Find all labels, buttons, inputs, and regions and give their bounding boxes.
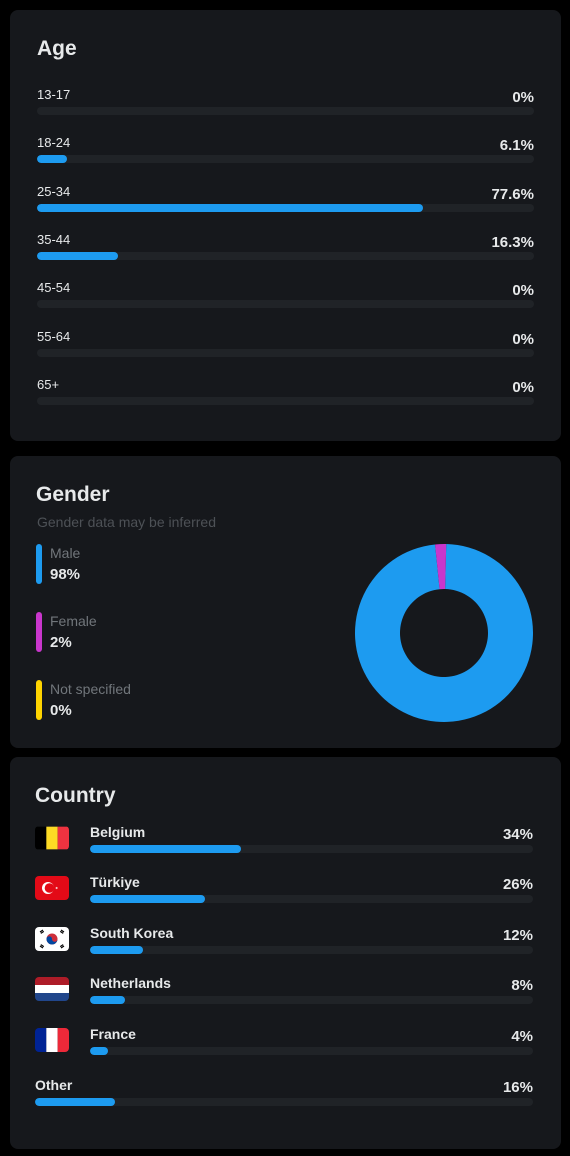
country-label: Türkiye bbox=[90, 874, 140, 890]
age-bar-fill bbox=[37, 204, 423, 212]
age-bar-track bbox=[37, 155, 534, 163]
legend-label: Female bbox=[50, 613, 97, 629]
country-bar-track bbox=[90, 895, 533, 903]
country-value: 8% bbox=[511, 977, 533, 994]
age-bar-track bbox=[37, 349, 534, 357]
legend-value: 2% bbox=[50, 634, 72, 651]
age-bar-track bbox=[37, 397, 534, 405]
age-label: 18-24 bbox=[37, 135, 71, 150]
legend-value: 98% bbox=[50, 566, 81, 583]
gender-card: Gender Gender data may be inferred Male … bbox=[10, 456, 561, 748]
country-label: South Korea bbox=[90, 925, 174, 941]
country-value: 26% bbox=[502, 876, 533, 893]
country-value: 4% bbox=[511, 1028, 533, 1045]
country-value: 16% bbox=[502, 1079, 533, 1096]
country-row-france: France 4% bbox=[35, 1026, 533, 1066]
age-value: 0% bbox=[512, 379, 534, 396]
donut-slice-female bbox=[435, 544, 447, 590]
legend-value: 0% bbox=[50, 702, 72, 719]
country-bar-fill bbox=[35, 1098, 115, 1106]
gender-subtitle: Gender data may be inferred bbox=[37, 514, 216, 530]
age-label: 65+ bbox=[37, 377, 60, 392]
gender-legend-male: Male 98% bbox=[36, 544, 236, 584]
country-bar-fill bbox=[90, 1047, 108, 1055]
gender-legend-not-specified: Not specified 0% bbox=[36, 680, 236, 720]
age-row-55-64: 55-64 0% bbox=[37, 329, 534, 359]
country-label: France bbox=[90, 1026, 136, 1042]
age-row-35-44: 35-44 16.3% bbox=[37, 232, 534, 262]
legend-swatch bbox=[36, 680, 42, 720]
country-value: 34% bbox=[502, 826, 533, 843]
age-bar-fill bbox=[37, 252, 118, 260]
age-value: 0% bbox=[512, 282, 534, 299]
country-bar-track bbox=[90, 996, 533, 1004]
country-row-belgium: Belgium 34% bbox=[35, 824, 533, 864]
country-label: Netherlands bbox=[90, 975, 171, 991]
country-row-other: Other 16% bbox=[35, 1077, 533, 1117]
age-row-65-plus: 65+ 0% bbox=[37, 377, 534, 407]
age-card: Age 13-17 0% 18-24 6.1% 25-34 77.6% 35-4… bbox=[10, 10, 561, 441]
age-bar-track bbox=[37, 252, 534, 260]
country-row-turkiye: Türkiye 26% bbox=[35, 874, 533, 914]
age-label: 45-54 bbox=[37, 280, 71, 295]
age-row-45-54: 45-54 0% bbox=[37, 280, 534, 310]
age-bar-track bbox=[37, 107, 534, 115]
gender-donut-chart bbox=[355, 544, 533, 722]
gender-legend-female: Female 2% bbox=[36, 612, 236, 652]
age-row-18-24: 18-24 6.1% bbox=[37, 135, 534, 165]
age-bar-track bbox=[37, 300, 534, 308]
legend-swatch bbox=[36, 612, 42, 652]
age-value: 6.1% bbox=[499, 137, 534, 154]
country-title: Country bbox=[35, 784, 116, 807]
age-bar-track bbox=[37, 204, 534, 212]
country-bar-track bbox=[90, 845, 533, 853]
country-bar-track bbox=[90, 1047, 533, 1055]
age-value: 77.6% bbox=[491, 186, 534, 203]
age-value: 0% bbox=[512, 331, 534, 348]
country-row-south-korea: South Korea 12% bbox=[35, 925, 533, 965]
age-bar-fill bbox=[37, 155, 68, 163]
country-label: Other bbox=[35, 1077, 73, 1093]
country-card: Country Belgium 34% Türkiye 26% South Ko… bbox=[10, 757, 561, 1149]
country-bar-track bbox=[35, 1098, 533, 1106]
country-bar-fill bbox=[90, 946, 144, 954]
country-bar-fill bbox=[90, 845, 241, 853]
donut-slice-male bbox=[355, 544, 533, 722]
age-title: Age bbox=[37, 37, 77, 60]
country-bar-fill bbox=[90, 895, 206, 903]
age-value: 16.3% bbox=[491, 234, 534, 251]
age-row-25-34: 25-34 77.6% bbox=[37, 184, 534, 214]
country-value: 12% bbox=[502, 927, 533, 944]
age-row-13-17: 13-17 0% bbox=[37, 87, 534, 117]
age-label: 35-44 bbox=[37, 232, 71, 247]
turkey-flag-icon bbox=[35, 876, 69, 900]
legend-label: Not specified bbox=[50, 681, 131, 697]
country-row-netherlands: Netherlands 8% bbox=[35, 975, 533, 1015]
country-bar-fill bbox=[90, 996, 126, 1004]
age-label: 25-34 bbox=[37, 184, 71, 199]
gender-title: Gender bbox=[36, 483, 110, 506]
legend-swatch bbox=[36, 544, 42, 584]
country-label: Belgium bbox=[90, 824, 146, 840]
belgium-flag-icon bbox=[35, 826, 69, 850]
legend-label: Male bbox=[50, 545, 81, 561]
age-label: 55-64 bbox=[37, 329, 71, 344]
south-korea-flag-icon bbox=[35, 927, 69, 951]
country-bar-track bbox=[90, 946, 533, 954]
netherlands-flag-icon bbox=[35, 977, 69, 1001]
france-flag-icon bbox=[35, 1028, 69, 1052]
age-value: 0% bbox=[512, 89, 534, 106]
age-label: 13-17 bbox=[37, 87, 71, 102]
